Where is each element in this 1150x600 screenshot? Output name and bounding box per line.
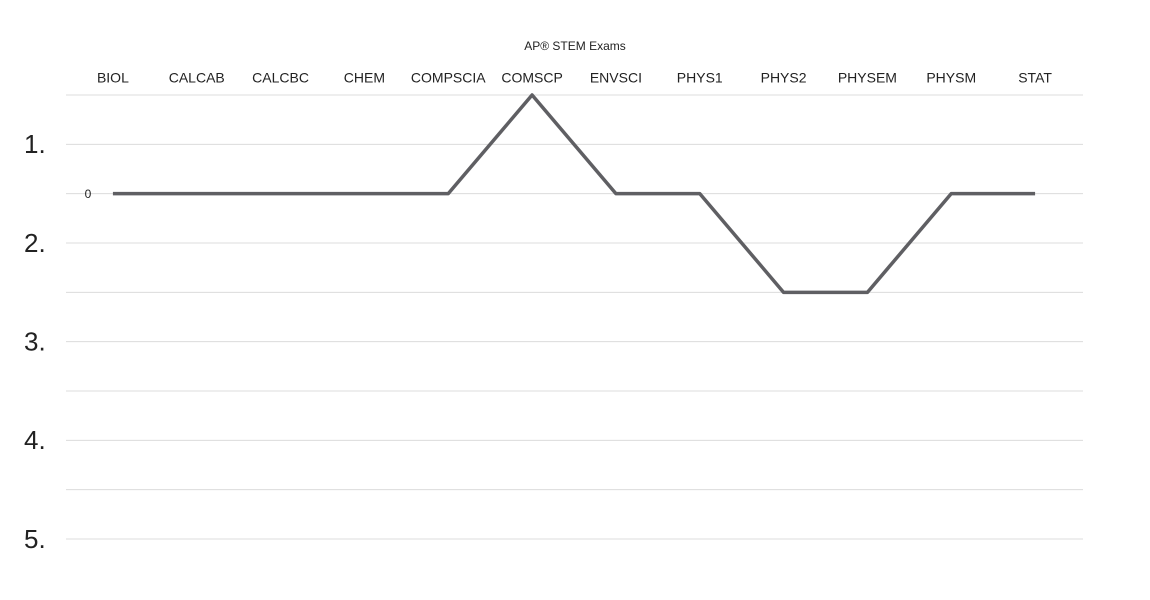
x-tick-label: BIOL [97,70,129,86]
x-tick-label: ENVSCI [590,70,642,86]
x-tick-label: CHEM [344,70,385,86]
x-tick-label: COMSCP [501,70,562,86]
y-tick-label: 5. [24,524,46,554]
x-tick-label: STAT [1018,70,1052,86]
x-tick-label: PHYSEM [838,70,897,86]
y-tick-label: 1. [24,129,46,159]
y-tick-label: 2. [24,228,46,258]
x-tick-label: CALCBC [252,70,309,86]
data-line [112,93,1036,295]
chart-title: AP® STEM Exams [524,39,626,53]
y-tick-label: 4. [24,425,46,455]
x-tick-label: CALCAB [169,70,225,86]
x-tick-label: PHYS1 [677,70,723,86]
x-tick-label: PHYSM [926,70,976,86]
x-tick-label: PHYS2 [761,70,807,86]
y-tick-label: 3. [24,327,46,357]
x-tick-label: COMPSCIA [411,70,486,86]
annotation: 0 [85,187,92,201]
